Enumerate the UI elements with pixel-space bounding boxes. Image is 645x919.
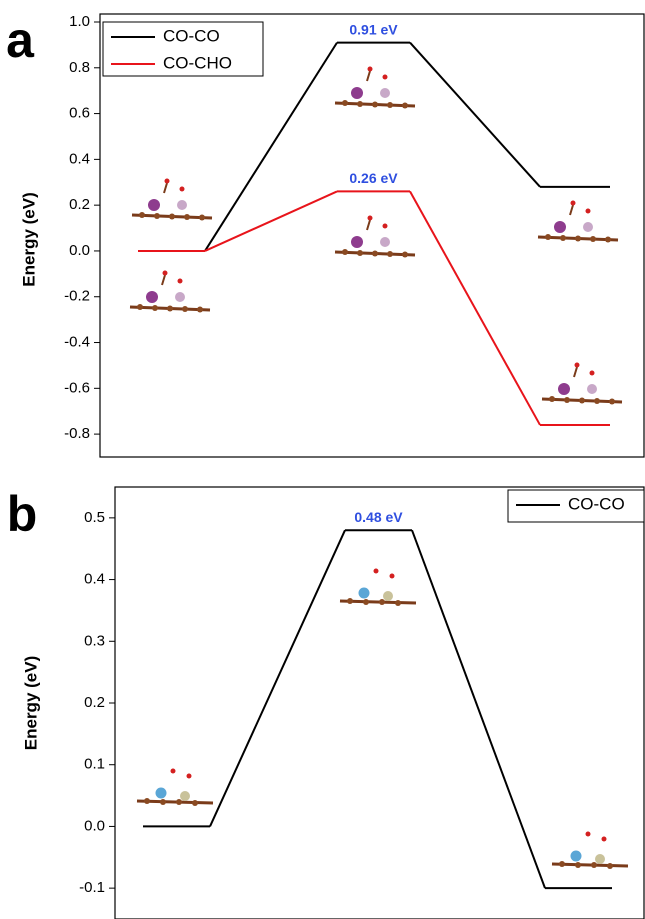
structure: [130, 177, 214, 222]
y-tick-label: 0.1: [84, 756, 105, 773]
y-tick-label: -0.4: [64, 333, 90, 350]
structure: [128, 269, 212, 314]
y-tick-label: 0.3: [84, 632, 105, 649]
y-tick-label: -0.2: [64, 288, 90, 305]
y-tick-label: 0.2: [69, 196, 90, 213]
y-tick-label: 1.0: [69, 13, 90, 30]
legend-label: CO-CHO: [163, 53, 232, 72]
legend-box: [102, 21, 264, 77]
panel-label: a: [6, 12, 35, 68]
value-label: 0.48 eV: [354, 509, 403, 525]
y-tick-label: 0.8: [69, 59, 90, 76]
y-tick-label: -0.1: [79, 879, 105, 896]
plot-frame: [99, 13, 645, 458]
connector: [204, 42, 338, 252]
y-tick-label: 0.0: [69, 242, 90, 259]
value-label: 0.26 eV: [349, 170, 398, 186]
connector: [409, 190, 541, 426]
structure: [550, 830, 630, 871]
y-tick-label: 0.2: [84, 694, 105, 711]
structure: [338, 567, 418, 608]
structure: [536, 199, 620, 244]
y-tick-label: 0.4: [84, 571, 105, 588]
legend-label: CO-CO: [163, 26, 220, 45]
legend-label: CO-CO: [568, 494, 625, 513]
y-tick-label: -0.8: [64, 425, 90, 442]
y-tick-label: 0.5: [84, 509, 105, 526]
panel-label: b: [7, 486, 38, 542]
structure: [333, 214, 417, 259]
connector: [409, 41, 541, 188]
y-axis-label: Energy (eV): [21, 656, 40, 750]
structure: [135, 767, 215, 808]
y-tick-label: 0.4: [69, 150, 90, 167]
connector: [411, 529, 546, 889]
y-axis-label: Energy (eV): [19, 192, 38, 286]
structure: [540, 361, 624, 406]
structure: [333, 65, 417, 110]
connector: [209, 529, 346, 827]
plot-frame: [114, 486, 645, 919]
y-tick-label: -0.6: [64, 379, 90, 396]
y-tick-label: 0.0: [84, 817, 105, 834]
connector: [204, 190, 338, 252]
y-tick-label: 0.6: [69, 105, 90, 122]
value-label: 0.91 eV: [349, 21, 398, 37]
